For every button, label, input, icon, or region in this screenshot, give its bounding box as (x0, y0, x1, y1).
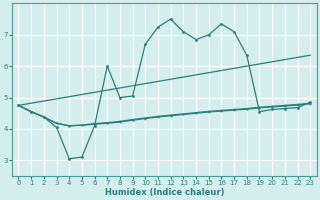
X-axis label: Humidex (Indice chaleur): Humidex (Indice chaleur) (105, 188, 224, 197)
